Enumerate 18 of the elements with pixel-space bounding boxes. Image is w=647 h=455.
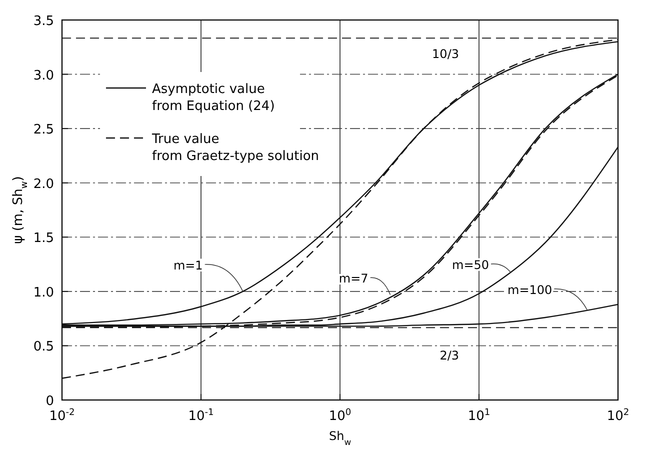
x-axis-title: Sh$_{w}$ <box>328 429 352 447</box>
y-tick-label: 3.0 <box>33 68 54 84</box>
x-tick-label: 10$^{-1}$ <box>188 408 214 424</box>
annotation: 10/3 <box>432 47 459 62</box>
annotation: True value from Graetz-type solution <box>151 132 320 164</box>
y-tick-label: 0 <box>46 394 54 409</box>
x-tick-label: 10$^{2}$ <box>606 408 630 424</box>
y-tick-label: 2.5 <box>33 122 54 138</box>
y-tick-label: 0.5 <box>33 340 54 355</box>
x-tick-label: 10$^{0}$ <box>328 408 352 424</box>
y-tick-label: 1.5 <box>33 231 54 246</box>
y-tick-label: 3.5 <box>33 14 54 29</box>
annotation: 2/3 <box>440 348 459 363</box>
x-tick-label: 10$^{-2}$ <box>49 408 75 424</box>
y-tick-label: 1.0 <box>33 285 54 300</box>
y-tick-label: 2.0 <box>33 176 54 192</box>
x-tick-label: 10$^{1}$ <box>468 408 490 424</box>
annotation: Asymptotic value from Equation (24) <box>152 82 275 114</box>
